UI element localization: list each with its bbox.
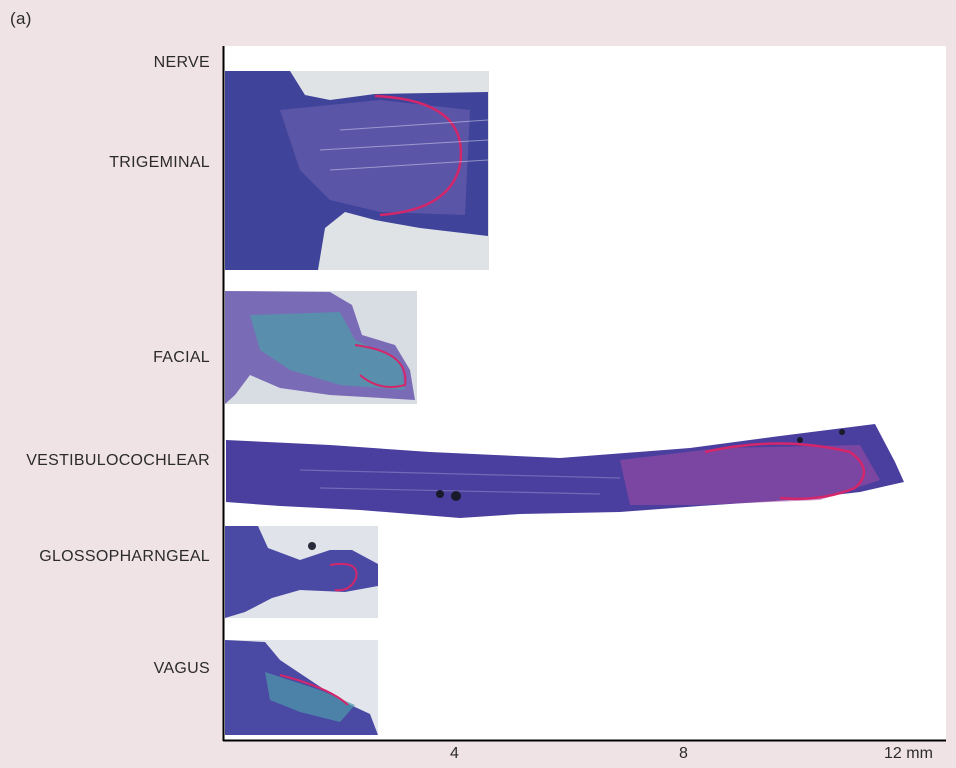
row-label-trigeminal: TRIGEMINAL bbox=[109, 154, 210, 171]
panel-label: (a) bbox=[10, 9, 32, 28]
row-label-facial: FACIAL bbox=[153, 349, 210, 366]
glossopharngeal-section-image bbox=[225, 526, 378, 618]
vagus-section-image bbox=[225, 640, 378, 735]
x-tick-label: 8 bbox=[679, 745, 688, 762]
row-label-vestibulocochlear: VESTIBULOCOCHLEAR bbox=[26, 452, 210, 469]
vestibulocochlear-section-image bbox=[226, 424, 904, 518]
trigeminal-section-image bbox=[225, 71, 489, 270]
facial-section-image bbox=[225, 291, 417, 404]
x-tick-label: 4 bbox=[450, 745, 459, 762]
column-header-nerve: NERVE bbox=[153, 54, 210, 71]
row-label-glossopharngeal: GLOSSOPHARNGEAL bbox=[39, 548, 210, 565]
x-tick-label: 12 mm bbox=[884, 745, 933, 762]
row-label-vagus: VAGUS bbox=[153, 660, 210, 677]
